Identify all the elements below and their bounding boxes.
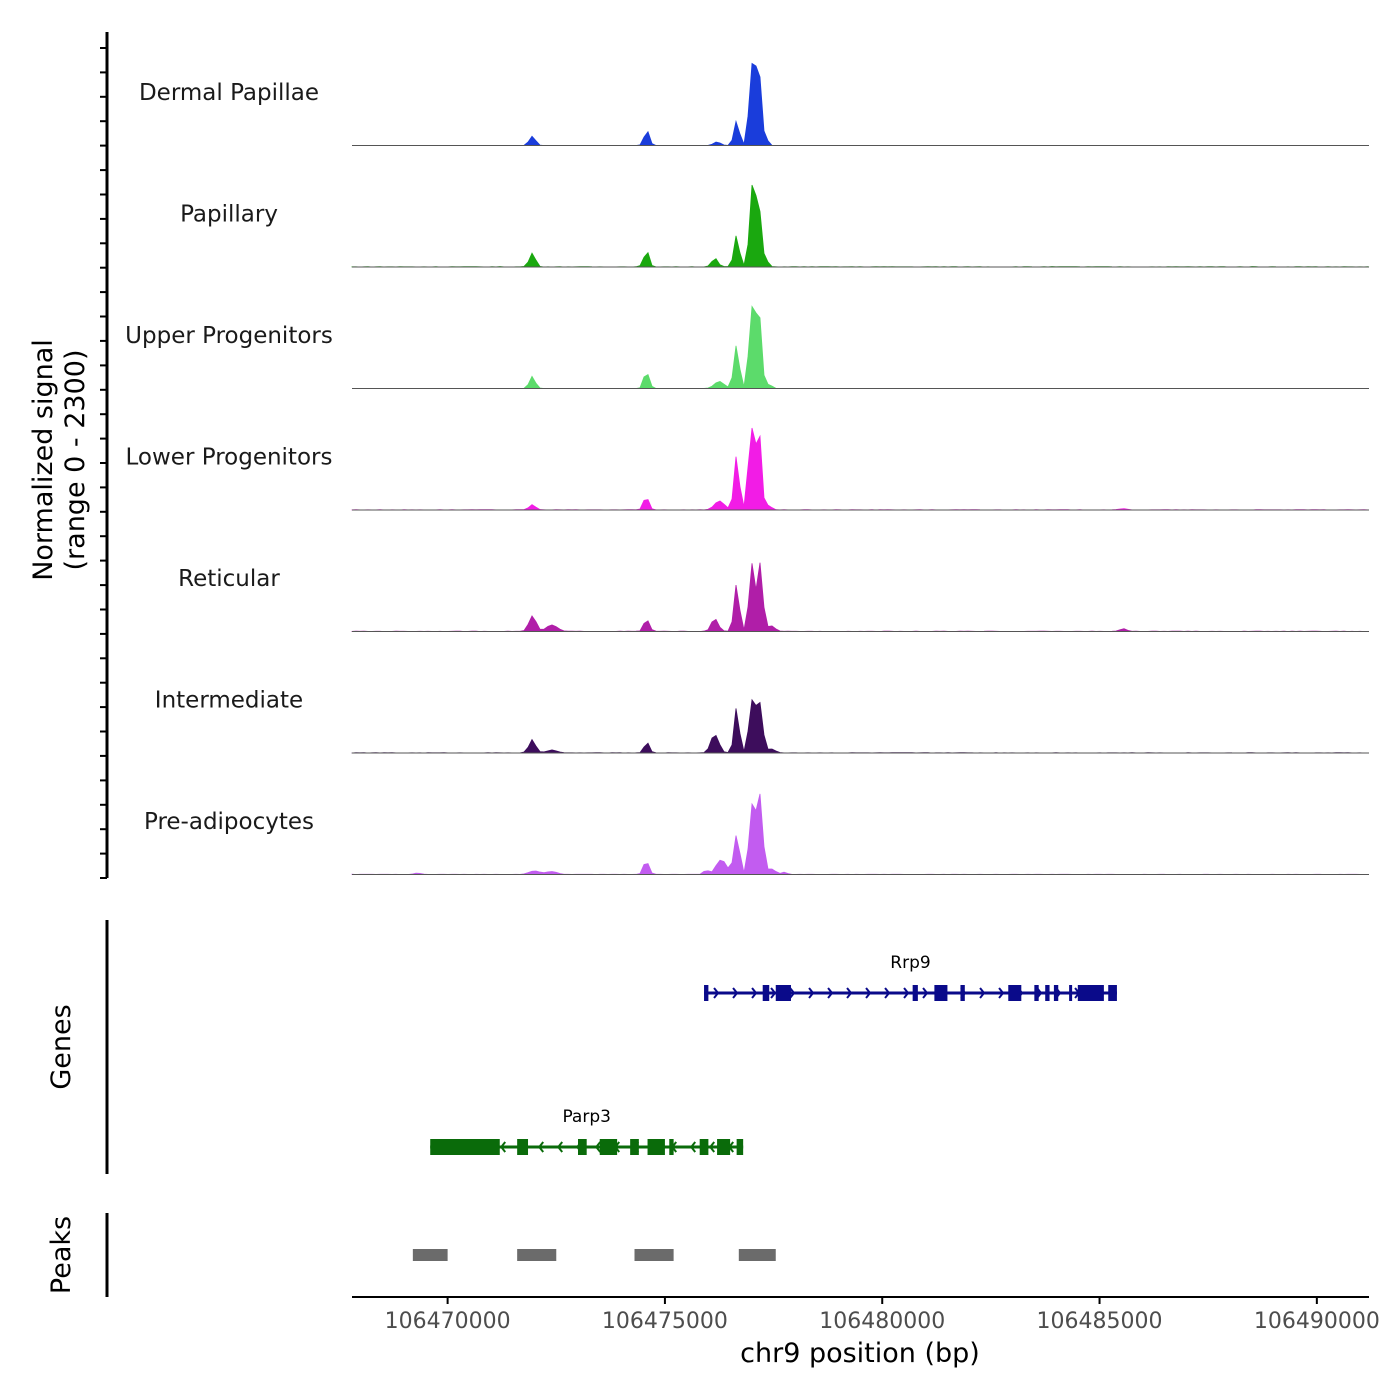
- track-dermal-papillae: Dermal Papillae: [139, 62, 1369, 146]
- track-papillary: Papillary: [180, 184, 1370, 268]
- gene-exon: [599, 1139, 618, 1155]
- gene-exon: [775, 985, 791, 1001]
- strand-arrow: [499, 1141, 507, 1153]
- gene-exon: [1108, 985, 1117, 1001]
- gene-rrp9: Rrp9: [704, 953, 1117, 1001]
- signal-area: [351, 698, 1370, 754]
- gene-exon: [704, 985, 709, 1001]
- x-axis-tick-label: 106490000: [1254, 1309, 1380, 1334]
- peak-region: [634, 1249, 674, 1261]
- gene-exon: [1034, 985, 1039, 1001]
- track-label: Dermal Papillae: [139, 80, 319, 106]
- x-axis-title: chr9 position (bp): [740, 1338, 980, 1369]
- strand-arrow: [594, 1141, 602, 1153]
- peak-region: [412, 1249, 448, 1261]
- track-label: Reticular: [178, 566, 280, 592]
- strand-arrow: [708, 1141, 716, 1153]
- strand-arrow: [979, 987, 986, 999]
- genes-panel-title: Genes: [46, 1004, 77, 1089]
- gene-exon: [669, 1139, 674, 1155]
- strand-arrow: [827, 987, 834, 999]
- signal-y-axis: [100, 32, 109, 879]
- strand-arrow: [732, 987, 739, 999]
- gene-exon: [517, 1139, 529, 1155]
- peaks-panel-title: Peaks: [46, 1216, 77, 1294]
- y-axis-title-line2: (range 0 - 2300): [60, 350, 91, 571]
- strand-arrow: [789, 987, 796, 999]
- signal-area: [352, 62, 1369, 146]
- strand-arrow: [689, 1141, 697, 1153]
- peak-region: [738, 1249, 776, 1261]
- gene-exon: [762, 985, 770, 1001]
- genomic-x-axis: chr9 position (bp) 106470000 106475000 106…: [352, 1296, 1380, 1369]
- gene-exon: [578, 1139, 587, 1155]
- track-label: Papillary: [180, 202, 278, 228]
- x-axis-tick-label: 106475000: [602, 1309, 728, 1334]
- gene-exon: [912, 985, 918, 1001]
- y-axis-title-line1: Normalized signal: [28, 339, 59, 581]
- strand-arrow: [556, 1141, 564, 1153]
- gene-label: Rrp9: [890, 953, 930, 973]
- peak-region: [517, 1249, 557, 1261]
- track-upper-progenitors: Upper Progenitors: [125, 305, 1369, 389]
- gene-exon: [430, 1139, 500, 1155]
- gene-parp3: Parp3: [430, 1107, 744, 1155]
- gene-exon: [647, 1139, 665, 1155]
- gene-exon: [934, 985, 948, 1001]
- track-label: Upper Progenitors: [125, 323, 333, 349]
- signal-area: [351, 562, 1370, 632]
- gene-exon: [1077, 985, 1104, 1001]
- genes-panel: Genes: [46, 920, 109, 1174]
- strand-arrow: [808, 987, 815, 999]
- x-axis-tick-label: 106470000: [385, 1309, 511, 1334]
- track-label: Lower Progenitors: [126, 445, 333, 471]
- track-lower-progenitors: Lower Progenitors: [126, 427, 1370, 511]
- gene-exon: [699, 1139, 709, 1155]
- strand-arrow: [865, 987, 872, 999]
- gene-exon: [736, 1139, 744, 1155]
- signal-area: [351, 793, 1370, 875]
- track-intermediate: Intermediate: [155, 688, 1370, 754]
- strand-arrow: [713, 987, 720, 999]
- gene-exon: [1069, 985, 1073, 1001]
- track-reticular: Reticular: [178, 562, 1370, 632]
- x-axis-tick-label: 106485000: [1037, 1309, 1163, 1334]
- track-label: Pre-adipocytes: [144, 809, 314, 835]
- gene-exon: [960, 985, 965, 1001]
- gene-exon: [1008, 985, 1022, 1001]
- signal-area: [352, 305, 1369, 389]
- gene-exon: [1045, 985, 1050, 1001]
- signal-y-axis-title: Normalized signal (range 0 - 2300): [28, 339, 91, 581]
- peak-regions: [412, 1249, 776, 1261]
- strand-arrow: [998, 987, 1005, 999]
- signal-area: [351, 427, 1370, 511]
- gene-exon: [630, 1139, 639, 1155]
- coverage-tracks: Dermal Papillae Papillary Upper Progenitor…: [125, 62, 1370, 875]
- strand-arrow: [537, 1141, 545, 1153]
- peaks-panel: Peaks: [46, 1213, 109, 1297]
- gene-exon: [717, 1139, 731, 1155]
- strand-arrow: [770, 987, 777, 999]
- strand-arrow: [751, 987, 758, 999]
- strand-arrow: [922, 987, 929, 999]
- x-axis-tick-label: 106480000: [819, 1309, 945, 1334]
- strand-arrow: [884, 987, 891, 999]
- strand-arrow: [846, 987, 853, 999]
- gene-models: Rrp9 Parp3: [430, 953, 1117, 1155]
- track-label: Intermediate: [155, 688, 303, 714]
- track-pre-adipocytes: Pre-adipocytes: [144, 793, 1370, 875]
- gene-exon: [1053, 985, 1059, 1001]
- gene-label: Parp3: [562, 1107, 611, 1127]
- strand-arrow: [903, 987, 910, 999]
- signal-area: [351, 184, 1370, 268]
